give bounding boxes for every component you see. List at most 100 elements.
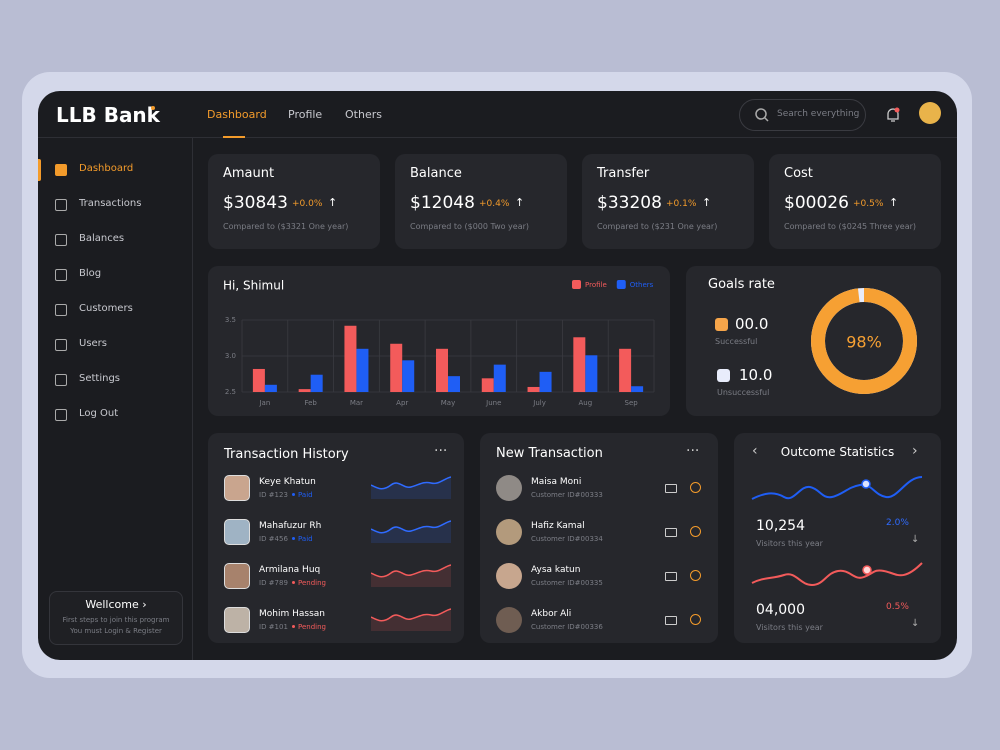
bar <box>619 348 632 392</box>
stat-change: +0.0% <box>292 199 323 209</box>
block-icon[interactable] <box>690 482 701 493</box>
customer-name: Armilana Huq <box>259 565 321 575</box>
nav-link[interactable]: Profile <box>288 108 323 121</box>
bar <box>573 337 586 392</box>
avatar <box>496 607 522 633</box>
x-tick-label: May <box>441 399 455 407</box>
bar <box>493 364 506 392</box>
sparkline-area <box>371 565 451 587</box>
outcome-change: 0.5% <box>886 602 909 612</box>
legend-swatch <box>616 280 626 289</box>
stat-note: Compared to ($0245 Three year) <box>784 222 917 231</box>
status: Paid <box>298 535 313 543</box>
stat-change: +0.5% <box>853 199 884 209</box>
search-box[interactable]: Search everything <box>739 99 866 131</box>
legend-swatch <box>715 318 728 331</box>
up-arrow: ↑ <box>889 196 899 209</box>
menu-item[interactable]: Settings <box>79 373 121 384</box>
stat-title: Balance <box>410 166 462 181</box>
menu-item[interactable]: Balances <box>79 233 125 244</box>
stat-note: Compared to ($231 One year) <box>597 222 718 231</box>
status-dot <box>292 537 295 540</box>
stat-value: $33208 <box>597 193 662 213</box>
menu-icon <box>55 409 67 421</box>
customer-id: ID #456 <box>259 535 288 543</box>
active-indicator <box>38 159 41 181</box>
avatar <box>224 475 250 501</box>
avatar <box>224 607 250 633</box>
bar <box>402 360 415 392</box>
customer-name: Aysa katun <box>531 565 581 575</box>
stat-change: +0.4% <box>479 199 510 209</box>
card-title: New Transaction <box>496 446 603 461</box>
menu-icon <box>55 339 67 351</box>
menu-item[interactable]: Transactions <box>79 198 142 209</box>
welcome-title: Wellcome <box>85 598 139 611</box>
more-icon[interactable]: ··· <box>686 443 700 459</box>
bar <box>448 376 460 392</box>
menu-item[interactable]: Log Out <box>79 408 119 419</box>
search-icon <box>755 108 769 122</box>
menu-icon <box>55 269 67 281</box>
bar-chart: Hi, Shimul Profile Others 2.5 3.0 3.5 Jan Feb Ma… <box>223 279 655 407</box>
menu-item[interactable]: Dashboard <box>79 163 134 174</box>
goal-value: 10.0 <box>739 366 773 384</box>
outcome-value: 10,254 <box>756 518 805 534</box>
mail-icon[interactable] <box>665 528 677 537</box>
menu-item[interactable]: Customers <box>79 303 133 314</box>
legend-swatch <box>717 369 730 382</box>
donut-label: 98% <box>846 333 882 352</box>
status-dot <box>292 625 295 628</box>
logo[interactable]: LLB Bank <box>56 103 160 127</box>
sparkline-line <box>371 564 451 578</box>
block-icon[interactable] <box>690 614 701 625</box>
down-arrow: ↓ <box>911 618 920 629</box>
menu-icon <box>55 304 67 316</box>
x-tick-label: Sep <box>625 399 639 407</box>
stat-value: $30843 <box>223 193 288 213</box>
outcome-value: 04,000 <box>756 602 805 618</box>
bell-icon[interactable] <box>884 106 902 124</box>
mail-icon[interactable] <box>665 572 677 581</box>
sparkline <box>751 562 923 587</box>
block-icon[interactable] <box>690 526 701 537</box>
mail-icon[interactable] <box>665 616 677 625</box>
more-icon[interactable]: ··· <box>434 443 448 459</box>
stat-title: Cost <box>784 166 813 181</box>
chart-title: Hi, Shimul <box>223 279 284 293</box>
legend-label: Others <box>630 281 654 289</box>
status-dot <box>292 581 295 584</box>
welcome-box[interactable]: Wellcome › First steps to join this prog… <box>49 591 183 645</box>
outcome-label: Visitors this year <box>756 539 823 548</box>
goals-title: Goals rate <box>708 277 775 292</box>
menu-item[interactable]: Users <box>79 338 108 349</box>
goals-card: Goals rate 00.0 Successful 10.0 Unsucces… <box>686 266 941 416</box>
new-transaction-card: New Transaction ··· Maisa Moni Customer I… <box>480 433 718 643</box>
history-card: Transaction History ··· Keye Khatun ID #1… <box>208 433 464 643</box>
mail-icon[interactable] <box>665 484 677 493</box>
bar <box>390 343 403 392</box>
sparkline <box>371 608 451 631</box>
welcome-text: First steps to join this program <box>62 616 170 624</box>
up-arrow: ↑ <box>328 196 338 209</box>
stat-card: Transfer $33208 +0.1% ↑ Compared to ($231 On… <box>582 154 754 249</box>
x-tick-label: Aug <box>578 399 592 407</box>
next-arrow[interactable]: › <box>912 443 918 459</box>
menu-item[interactable]: Blog <box>79 268 102 279</box>
sparkline <box>751 476 923 500</box>
x-tick-label: June <box>485 399 501 407</box>
stat-value: $12048 <box>410 193 475 213</box>
block-icon[interactable] <box>690 570 701 581</box>
status: Pending <box>298 623 326 631</box>
bar <box>310 374 323 392</box>
customer-name: Keye Khatun <box>259 477 316 487</box>
nav-link[interactable]: Dashboard <box>207 108 267 121</box>
bar <box>481 378 494 392</box>
sparkline-area <box>371 609 451 631</box>
user-avatar[interactable] <box>919 102 941 124</box>
sidebar-divider <box>192 137 193 660</box>
prev-arrow[interactable]: ‹ <box>752 443 758 459</box>
nav-link[interactable]: Others <box>345 108 382 121</box>
stat-change: +0.1% <box>666 199 697 209</box>
